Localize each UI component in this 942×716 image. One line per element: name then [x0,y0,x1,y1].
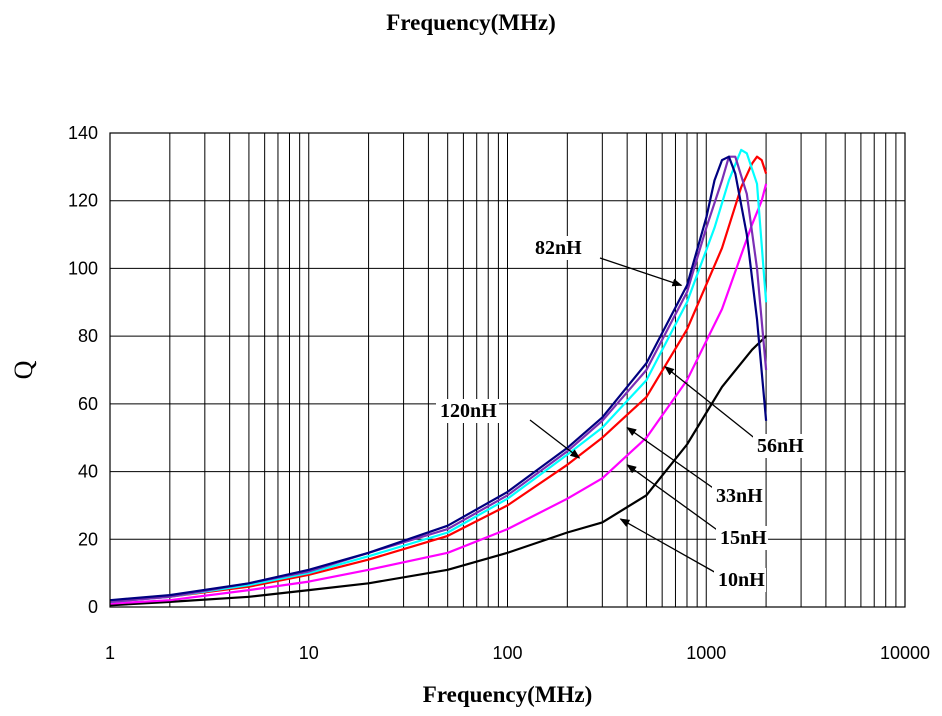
annotation-arrow-56nh [664,365,758,441]
x-tick-label: 10 [299,643,319,663]
annotation-arrow-15nh [626,464,721,533]
annotation-arrow-82nh [599,257,683,287]
series-line-56nh [110,148,768,603]
series-line-33nh [110,155,768,603]
y-tick-label: 80 [78,326,98,346]
annotation-label-56nh: 56nH [757,435,804,457]
x-tick-label: 1 [105,643,115,663]
y-axis-label: Q [9,360,38,379]
annotation-arrow-120nh [529,419,581,459]
x-tick-label: 1000 [686,643,726,663]
y-tick-label: 40 [78,462,98,482]
annotation-label-15nh: 15nH [720,527,767,549]
series-line-10nh [110,335,767,607]
series-lines [110,148,768,607]
annotation-label-bg [753,434,805,458]
y-tick-label: 120 [68,191,98,211]
y-tick-label: 0 [88,597,98,617]
plot-area-border [109,132,906,608]
annotation-arrow-10nh [619,518,719,575]
x-tick-label: 100 [492,643,522,663]
x-axis-label: Frequency(MHz) [423,682,592,707]
series-line-15nh [110,183,768,605]
annotation-label-bg [436,399,499,423]
y-tick-label: 140 [68,123,98,143]
tick-labels: 1 10 100 1000 10000 0 20 40 60 80 100 120 140 [68,123,930,663]
annotation-label-bg [531,236,583,260]
annotation-label-bg [716,526,768,550]
annotation-label-bg [712,484,764,508]
annotation-arrow-33nh [626,426,717,491]
y-tick-label: 20 [78,529,98,549]
annotation-label-bg [714,568,766,592]
chart-title: Frequency(MHz) [386,10,556,35]
annotation-label-120nh: 120nH [440,400,497,422]
annotation-label-10nh: 10nH [718,569,765,591]
y-tick-label: 100 [68,258,98,278]
x-tick-label: 10000 [880,643,930,663]
annotations: 82nH 120nH 56nH 33nH 15nH 10nH [436,236,805,592]
grid-lines [110,133,905,607]
annotation-label-33nh: 33nH [716,485,763,507]
annotation-label-82nh: 82nH [535,237,582,259]
series-line-82nh [110,155,768,603]
y-tick-label: 60 [78,394,98,414]
series-line-120nh [110,155,768,602]
